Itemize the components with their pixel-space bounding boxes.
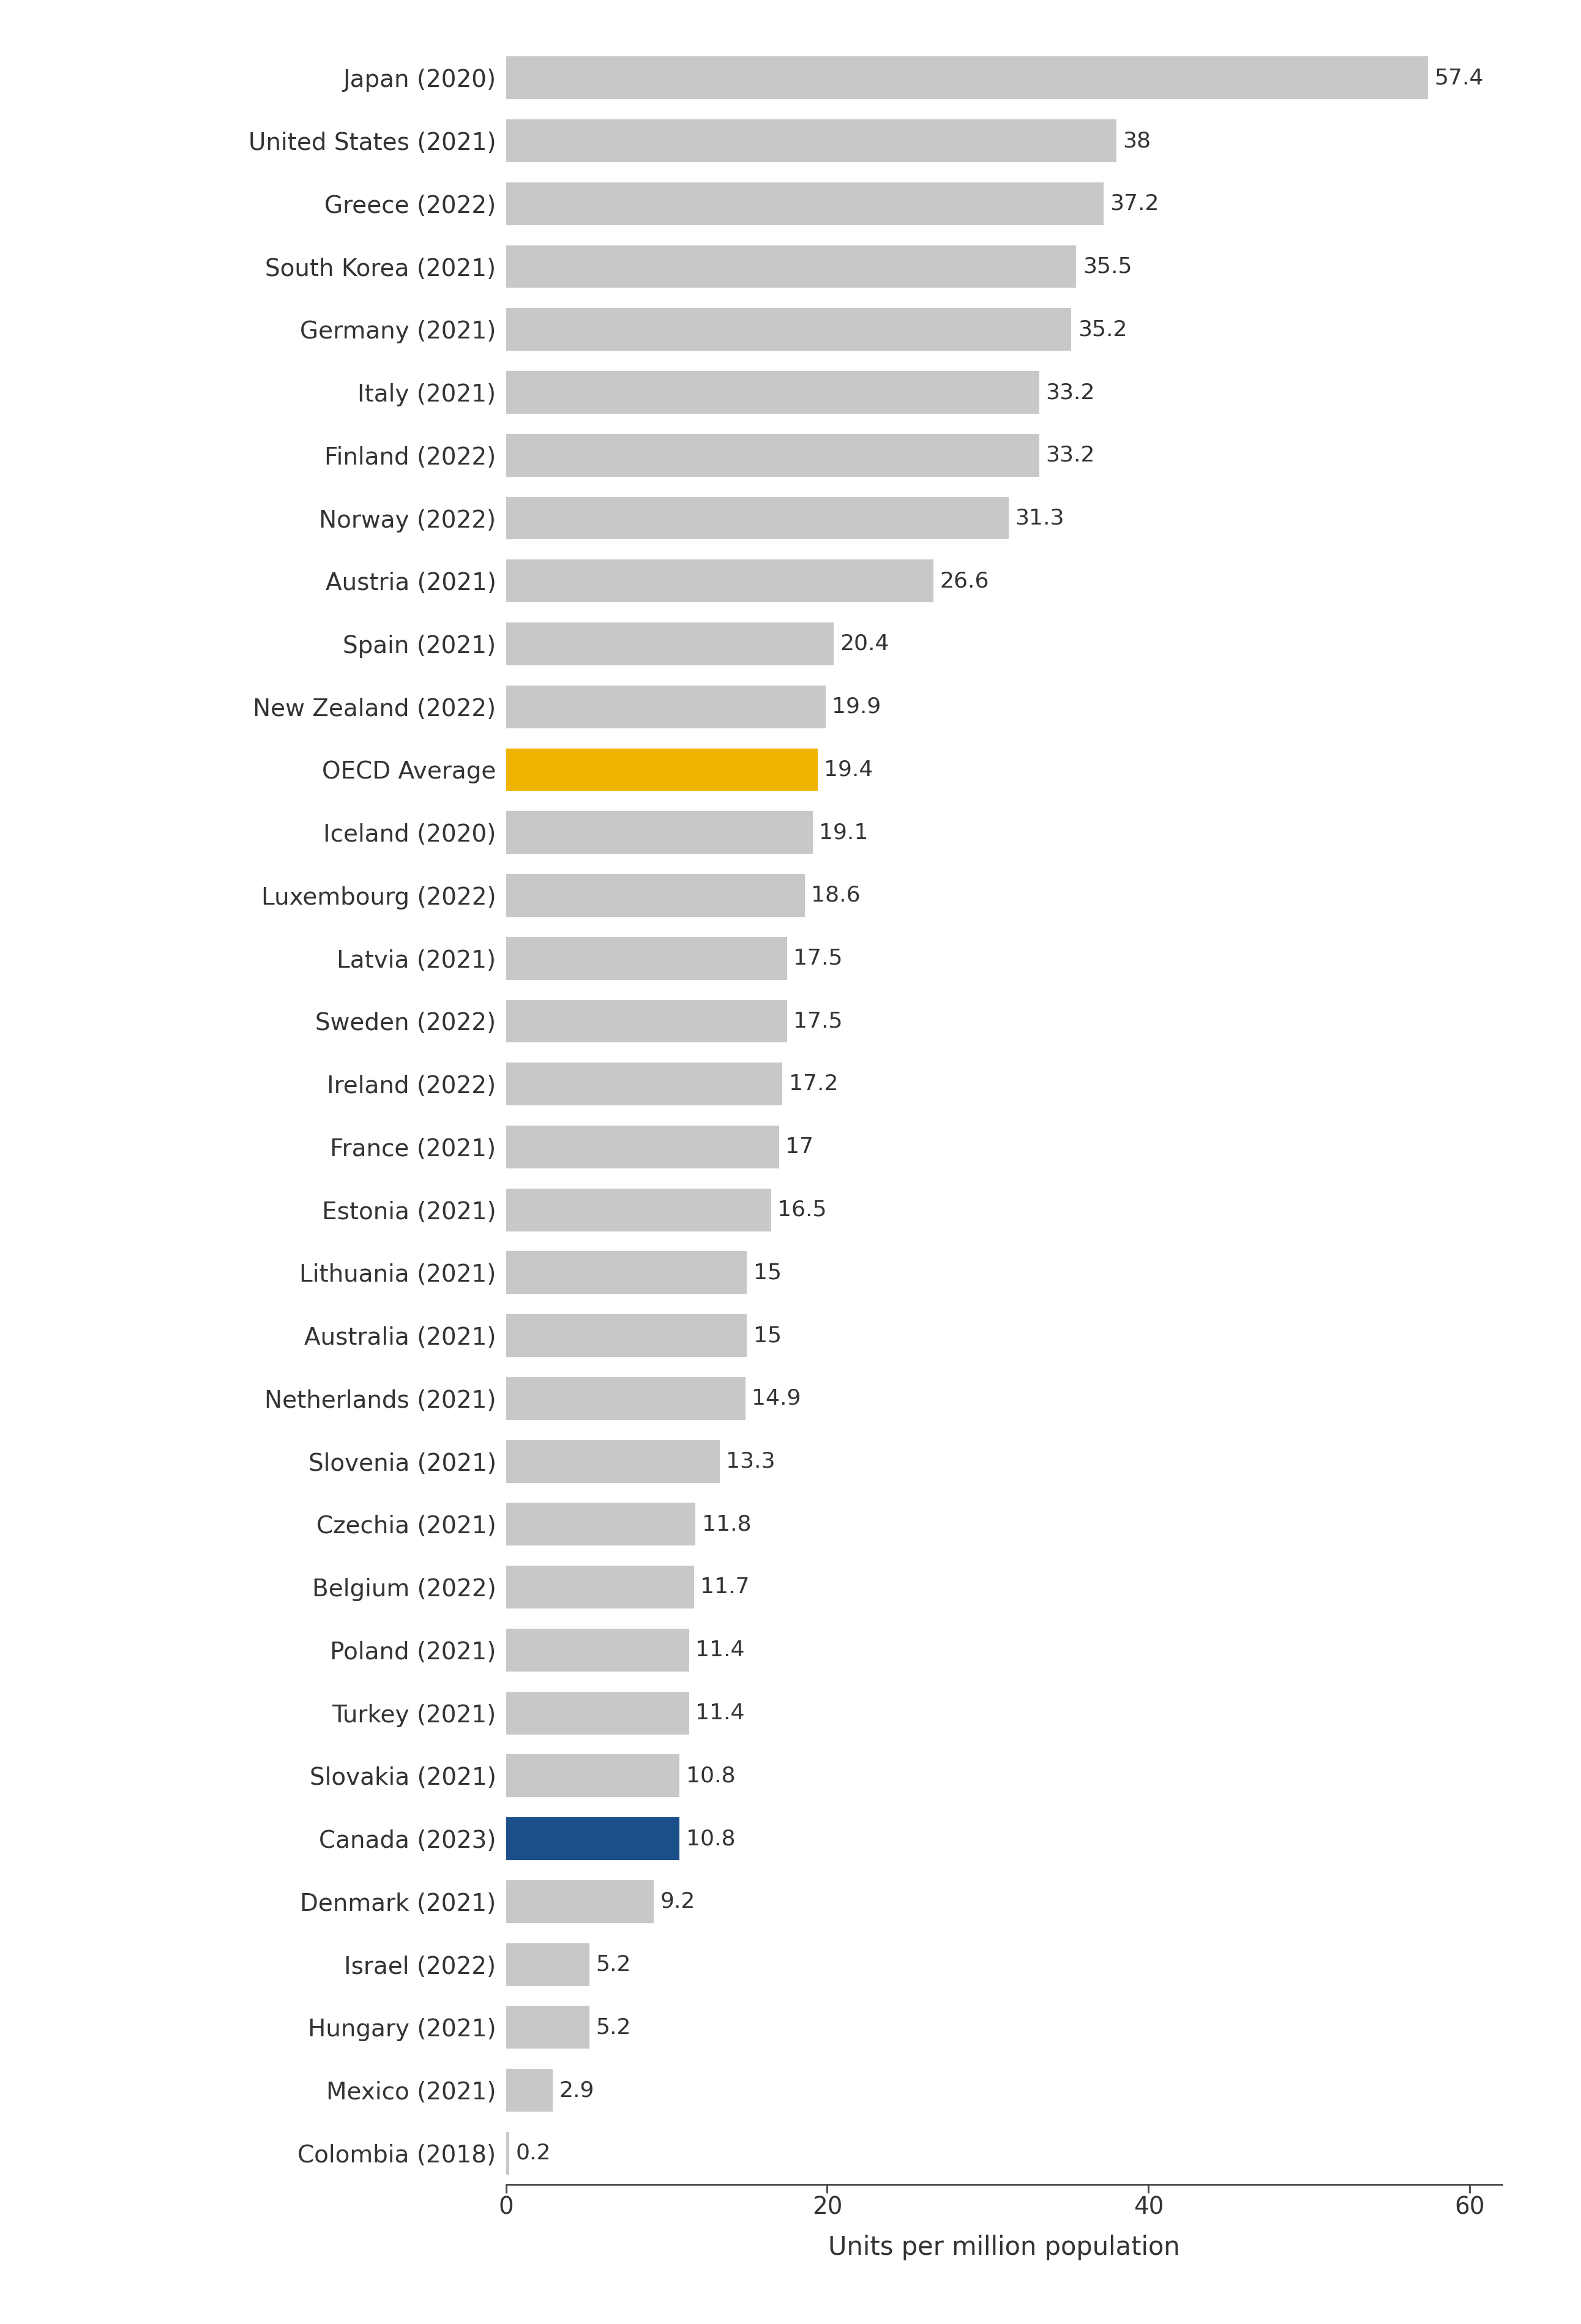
Text: 9.2: 9.2: [661, 1892, 696, 1913]
Bar: [506, 497, 1009, 539]
Bar: [506, 1692, 689, 1734]
Text: 10.8: 10.8: [686, 1766, 735, 1787]
Text: 14.9: 14.9: [751, 1387, 802, 1408]
Text: 35.5: 35.5: [1083, 256, 1132, 277]
Text: 18.6: 18.6: [811, 885, 860, 906]
Bar: [506, 1062, 783, 1106]
Bar: [506, 1250, 746, 1294]
Text: 11.8: 11.8: [702, 1513, 751, 1534]
Bar: [506, 874, 805, 916]
Bar: [506, 1315, 746, 1357]
Text: 19.4: 19.4: [824, 760, 873, 781]
Text: 33.2: 33.2: [1045, 381, 1096, 402]
Text: 17.5: 17.5: [794, 948, 843, 969]
Text: 11.7: 11.7: [700, 1576, 749, 1597]
Bar: [506, 435, 1039, 476]
Bar: [506, 999, 787, 1043]
Bar: [506, 1441, 719, 1483]
Text: 5.2: 5.2: [596, 2017, 631, 2038]
Text: 26.6: 26.6: [939, 572, 990, 590]
Text: 17: 17: [786, 1136, 814, 1157]
Bar: [506, 309, 1072, 351]
Text: 31.3: 31.3: [1015, 507, 1064, 528]
Bar: [506, 811, 813, 853]
Text: 19.1: 19.1: [819, 823, 868, 844]
Bar: [506, 1943, 590, 1985]
Bar: [506, 560, 933, 602]
Bar: [506, 686, 825, 727]
Text: 11.4: 11.4: [696, 1703, 745, 1724]
Text: 15: 15: [753, 1262, 781, 1283]
Text: 38: 38: [1123, 130, 1151, 151]
Bar: [506, 246, 1077, 288]
Bar: [506, 372, 1039, 414]
Bar: [506, 119, 1116, 163]
Bar: [506, 1566, 694, 1608]
Text: 57.4: 57.4: [1434, 67, 1483, 88]
Bar: [506, 937, 787, 981]
Bar: [506, 2068, 552, 2113]
Bar: [506, 181, 1104, 225]
Text: 20.4: 20.4: [840, 634, 890, 655]
Bar: [506, 2006, 590, 2050]
Bar: [506, 1755, 680, 1796]
Text: 2.9: 2.9: [560, 2080, 594, 2101]
X-axis label: Units per million population: Units per million population: [828, 2236, 1179, 2261]
Bar: [506, 748, 817, 790]
Bar: [506, 623, 833, 665]
Bar: [506, 56, 1428, 100]
Bar: [506, 1188, 772, 1232]
Bar: [506, 1125, 779, 1169]
Bar: [506, 1378, 745, 1420]
Bar: [506, 1880, 653, 1922]
Text: 13.3: 13.3: [726, 1450, 775, 1471]
Text: 19.9: 19.9: [832, 697, 881, 718]
Text: 17.2: 17.2: [789, 1074, 838, 1095]
Bar: [506, 1817, 680, 1859]
Text: 15: 15: [753, 1325, 781, 1346]
Text: 17.5: 17.5: [794, 1011, 843, 1032]
Text: 11.4: 11.4: [696, 1641, 745, 1659]
Bar: [506, 1629, 689, 1671]
Text: 33.2: 33.2: [1045, 444, 1096, 465]
Text: 37.2: 37.2: [1110, 193, 1159, 214]
Bar: [506, 2131, 509, 2175]
Bar: [506, 1504, 696, 1545]
Text: 5.2: 5.2: [596, 1954, 631, 1975]
Text: 0.2: 0.2: [515, 2143, 550, 2164]
Text: 10.8: 10.8: [686, 1829, 735, 1850]
Text: 16.5: 16.5: [778, 1199, 827, 1220]
Text: 35.2: 35.2: [1078, 318, 1127, 339]
